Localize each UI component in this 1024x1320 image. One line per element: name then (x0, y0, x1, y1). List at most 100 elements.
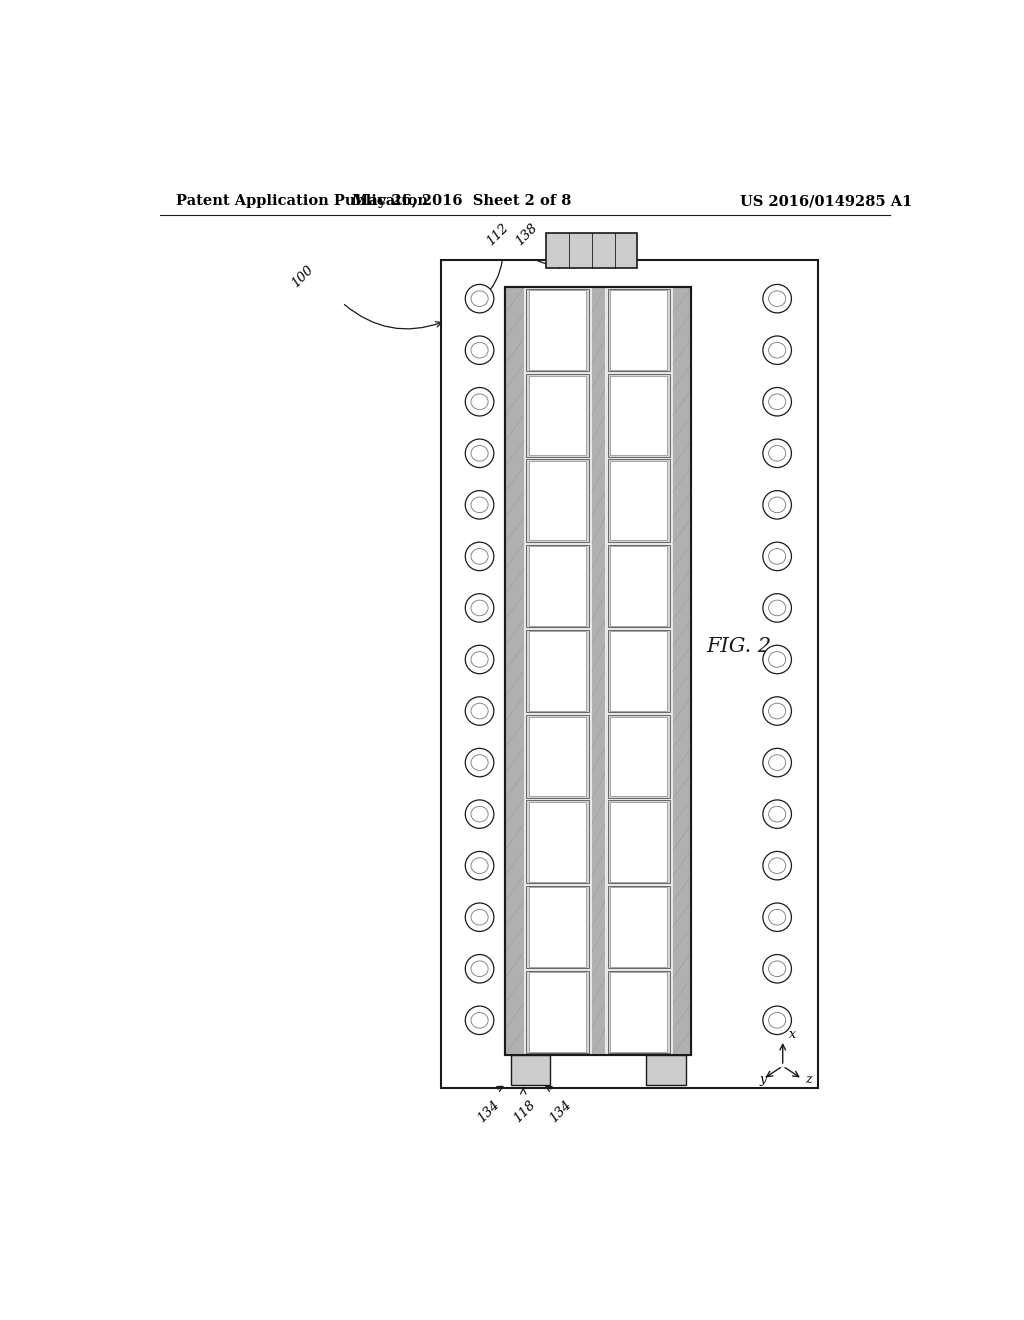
Bar (607, 289, 670, 371)
Bar (607, 715, 670, 797)
Ellipse shape (763, 491, 792, 519)
Bar (592, 288, 605, 1055)
Bar (505, 288, 523, 1055)
Bar (607, 545, 670, 627)
Ellipse shape (763, 1006, 792, 1035)
Ellipse shape (769, 704, 785, 719)
Ellipse shape (471, 704, 488, 719)
Bar (529, 973, 586, 1052)
Ellipse shape (471, 909, 488, 925)
Text: US 2016/0149285 A1: US 2016/0149285 A1 (740, 194, 912, 209)
Bar (505, 288, 691, 1055)
Bar (526, 800, 589, 883)
Bar (529, 717, 586, 796)
Text: x: x (790, 1028, 796, 1041)
Bar (526, 289, 589, 371)
Bar (610, 631, 668, 711)
Bar (526, 459, 589, 543)
Ellipse shape (769, 652, 785, 668)
Ellipse shape (465, 851, 494, 880)
Ellipse shape (769, 858, 785, 874)
Bar (546, 232, 638, 268)
Ellipse shape (471, 445, 488, 461)
Ellipse shape (471, 961, 488, 977)
Ellipse shape (763, 337, 792, 364)
Bar (607, 630, 670, 713)
Bar (610, 290, 668, 370)
Ellipse shape (769, 549, 785, 564)
Ellipse shape (465, 284, 494, 313)
Text: 118: 118 (511, 1098, 539, 1126)
Ellipse shape (471, 652, 488, 668)
Bar (526, 545, 589, 627)
Bar (526, 886, 589, 968)
Ellipse shape (763, 800, 792, 829)
Bar (646, 1055, 686, 1085)
Ellipse shape (465, 1006, 494, 1035)
Ellipse shape (763, 440, 792, 467)
Ellipse shape (471, 342, 488, 358)
Bar (529, 546, 586, 626)
Ellipse shape (763, 645, 792, 673)
Bar (529, 887, 586, 966)
Bar (441, 260, 818, 1089)
Bar (511, 1055, 550, 1085)
Ellipse shape (471, 1012, 488, 1028)
Ellipse shape (769, 909, 785, 925)
Bar (526, 374, 589, 457)
Ellipse shape (763, 594, 792, 622)
Text: May 26, 2016  Sheet 2 of 8: May 26, 2016 Sheet 2 of 8 (351, 194, 571, 209)
Ellipse shape (465, 543, 494, 570)
Bar (529, 461, 586, 540)
Text: y: y (759, 1073, 766, 1086)
Ellipse shape (763, 954, 792, 983)
Ellipse shape (769, 961, 785, 977)
Ellipse shape (471, 807, 488, 822)
Bar (505, 288, 691, 1055)
Ellipse shape (471, 755, 488, 771)
Ellipse shape (763, 284, 792, 313)
Bar (526, 715, 589, 797)
Bar (610, 717, 668, 796)
Bar (607, 886, 670, 968)
Ellipse shape (465, 337, 494, 364)
Bar (526, 630, 589, 713)
Bar (607, 800, 670, 883)
Ellipse shape (465, 594, 494, 622)
Text: z: z (805, 1073, 812, 1086)
Ellipse shape (769, 393, 785, 409)
Ellipse shape (763, 543, 792, 570)
Ellipse shape (763, 903, 792, 932)
Text: 134: 134 (547, 1098, 574, 1126)
Ellipse shape (465, 800, 494, 829)
Ellipse shape (465, 748, 494, 776)
Bar (526, 972, 589, 1053)
Text: 112: 112 (483, 220, 511, 248)
Ellipse shape (465, 697, 494, 725)
Text: FIG. 2: FIG. 2 (707, 636, 772, 656)
Bar (529, 631, 586, 711)
Bar (610, 461, 668, 540)
Ellipse shape (769, 807, 785, 822)
Bar (610, 801, 668, 882)
Ellipse shape (465, 491, 494, 519)
Ellipse shape (769, 342, 785, 358)
Ellipse shape (769, 290, 785, 306)
Ellipse shape (471, 498, 488, 512)
Ellipse shape (465, 440, 494, 467)
Bar (529, 801, 586, 882)
Ellipse shape (763, 851, 792, 880)
Ellipse shape (471, 858, 488, 874)
Bar (610, 375, 668, 455)
Ellipse shape (769, 498, 785, 512)
Bar (607, 459, 670, 543)
Text: 138: 138 (513, 220, 540, 248)
Ellipse shape (471, 290, 488, 306)
Ellipse shape (769, 755, 785, 771)
Bar (529, 290, 586, 370)
Ellipse shape (471, 601, 488, 615)
Ellipse shape (769, 1012, 785, 1028)
Bar (610, 546, 668, 626)
Ellipse shape (471, 549, 488, 564)
Ellipse shape (471, 393, 488, 409)
